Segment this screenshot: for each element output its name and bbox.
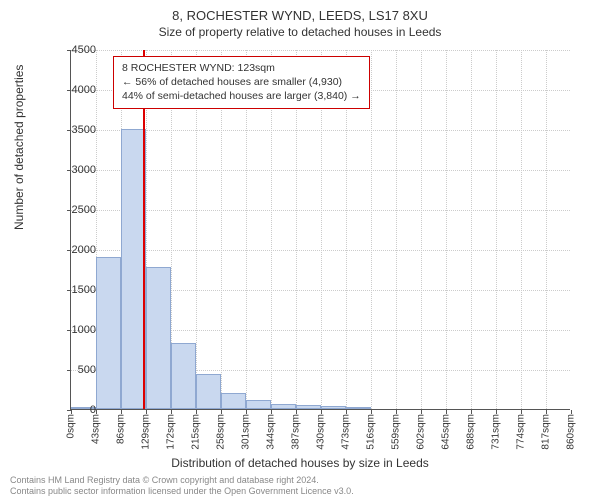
chart-title: 8, ROCHESTER WYND, LEEDS, LS17 8XU — [0, 0, 600, 23]
gridline-v — [521, 50, 522, 409]
xtick-label: 258sqm — [216, 414, 227, 450]
histogram-bar — [296, 405, 321, 409]
xtick-label: 215sqm — [191, 414, 202, 450]
xtick-label: 860sqm — [566, 414, 577, 450]
xtick-label: 43sqm — [91, 414, 102, 444]
gridline-v — [371, 50, 372, 409]
footer-line-1: Contains HM Land Registry data © Crown c… — [10, 475, 354, 486]
xtick-label: 774sqm — [516, 414, 527, 450]
xtick-label: 559sqm — [391, 414, 402, 450]
chart-subtitle: Size of property relative to detached ho… — [0, 25, 600, 39]
ytick-label: 0 — [56, 404, 96, 416]
gridline-v — [496, 50, 497, 409]
ytick-label: 3500 — [56, 124, 96, 136]
gridline-v — [421, 50, 422, 409]
gridline-v — [546, 50, 547, 409]
histogram-bar — [146, 267, 171, 409]
xtick-label: 387sqm — [291, 414, 302, 450]
xtick-label: 86sqm — [116, 414, 127, 444]
histogram-bar — [171, 343, 196, 409]
ytick-label: 4500 — [56, 44, 96, 56]
histogram-bar — [346, 407, 371, 409]
footer-line-2: Contains public sector information licen… — [10, 486, 354, 497]
callout-line: ← 56% of detached houses are smaller (4,… — [122, 75, 361, 89]
gridline-v — [446, 50, 447, 409]
xtick-label: 301sqm — [241, 414, 252, 450]
histogram-bar — [271, 404, 296, 409]
histogram-bar — [221, 393, 246, 409]
ytick-label: 500 — [56, 364, 96, 376]
callout-box: 8 ROCHESTER WYND: 123sqm← 56% of detache… — [113, 56, 370, 109]
xtick-label: 602sqm — [416, 414, 427, 450]
xtick-label: 688sqm — [466, 414, 477, 450]
histogram-bar — [246, 400, 271, 409]
chart-container: 8, ROCHESTER WYND, LEEDS, LS17 8XU Size … — [0, 0, 600, 500]
ytick-label: 3000 — [56, 164, 96, 176]
gridline-v — [471, 50, 472, 409]
xtick-label: 172sqm — [166, 414, 177, 450]
callout-line: 8 ROCHESTER WYND: 123sqm — [122, 61, 361, 75]
xtick-label: 430sqm — [316, 414, 327, 450]
xtick-label: 516sqm — [366, 414, 377, 450]
histogram-bar — [196, 374, 221, 409]
gridline-v — [396, 50, 397, 409]
histogram-bar — [321, 406, 346, 409]
ytick-label: 1000 — [56, 324, 96, 336]
ytick-label: 4000 — [56, 84, 96, 96]
ytick-label: 2500 — [56, 204, 96, 216]
xtick-label: 473sqm — [341, 414, 352, 450]
xtick-label: 731sqm — [491, 414, 502, 450]
xtick-label: 817sqm — [541, 414, 552, 450]
xtick-label: 129sqm — [141, 414, 152, 450]
xtick-label: 0sqm — [66, 414, 77, 438]
callout-line: 44% of semi-detached houses are larger (… — [122, 89, 361, 103]
histogram-bar — [96, 257, 121, 409]
xtick-label: 645sqm — [441, 414, 452, 450]
plot-area: 0sqm43sqm86sqm129sqm172sqm215sqm258sqm30… — [70, 50, 570, 410]
footer-attribution: Contains HM Land Registry data © Crown c… — [10, 475, 354, 497]
x-axis-label: Distribution of detached houses by size … — [0, 456, 600, 470]
xtick-label: 344sqm — [266, 414, 277, 450]
y-axis-label: Number of detached properties — [12, 65, 26, 230]
ytick-label: 1500 — [56, 284, 96, 296]
ytick-label: 2000 — [56, 244, 96, 256]
